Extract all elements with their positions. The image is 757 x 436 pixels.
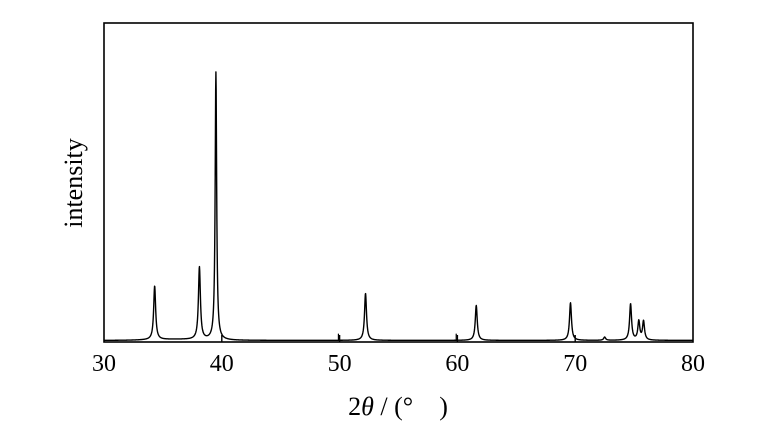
x-axis-label-two: 2 — [348, 392, 361, 421]
x-tick-label-50: 50 — [328, 351, 352, 377]
x-tick-label-60: 60 — [445, 351, 469, 377]
y-axis-label: intensity — [59, 138, 88, 228]
x-tick-label-80: 80 — [681, 351, 705, 377]
x-tick-label-70: 70 — [563, 351, 587, 377]
x-axis-label-unit: / (° ) — [374, 392, 448, 421]
plot-frame — [103, 22, 694, 343]
x-axis-tick-labels: 30 40 50 60 70 80 — [92, 351, 705, 377]
x-tick-label-40: 40 — [210, 351, 234, 377]
baseline-spikes — [337, 333, 457, 341]
x-axis-label-theta: θ — [361, 392, 374, 421]
x-tick-label-30: 30 — [92, 351, 116, 377]
series-line-diffraction-pattern — [103, 71, 694, 342]
x-axis-label: 2θ / (° ) — [348, 392, 448, 421]
